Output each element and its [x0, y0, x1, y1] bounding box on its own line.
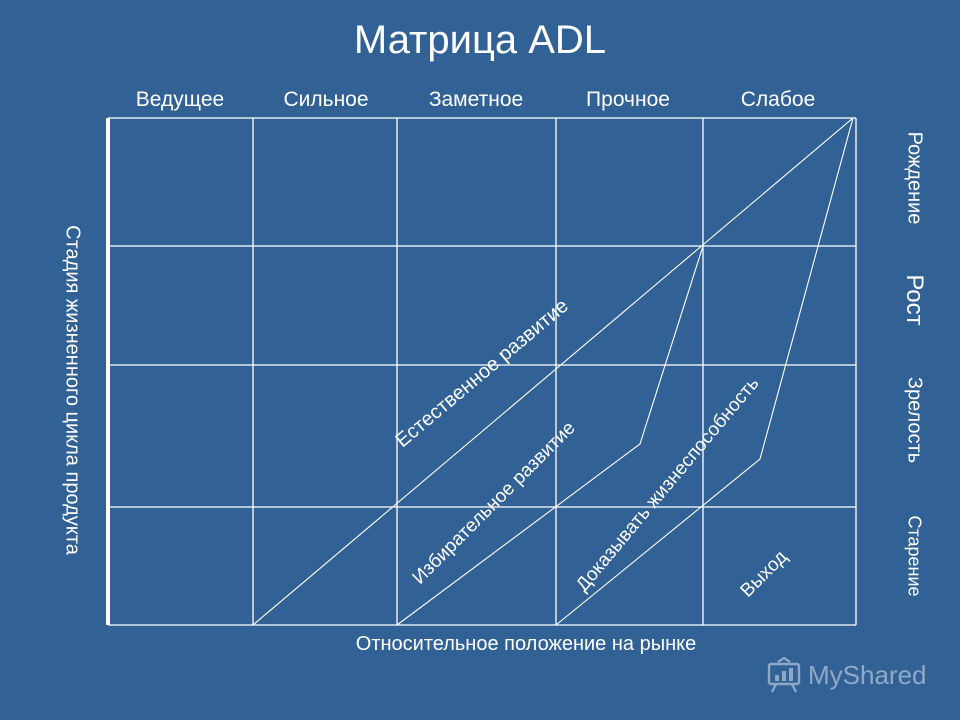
slide-title: Матрица ADL — [353, 18, 607, 62]
column-header-weak: Слабое — [740, 88, 816, 111]
logo-text: MyShared — [808, 659, 927, 690]
strategy-label-viability: Доказывать жизнеспособность — [572, 373, 763, 596]
myshared-logo[interactable]: MyShared — [766, 656, 927, 694]
column-header-noticeable: Заметное — [428, 88, 524, 111]
column-header-durable: Прочное — [586, 88, 670, 111]
strategy-label-selective: Избирательное развитие — [409, 418, 580, 589]
strategy-label-natural: Естественное развитие — [391, 295, 572, 452]
column-header-leading: Ведущее — [135, 88, 225, 111]
boundary-line-selective — [396, 245, 704, 626]
x-axis-label: Относительное положение на рынке — [355, 633, 697, 655]
boundary-line-viability — [555, 117, 854, 626]
strategy-label-exit: Выход — [737, 547, 792, 602]
boundary-line-natural — [252, 117, 854, 626]
column-header-strong: Сильное — [283, 88, 369, 111]
presentation-board-icon — [767, 657, 801, 693]
